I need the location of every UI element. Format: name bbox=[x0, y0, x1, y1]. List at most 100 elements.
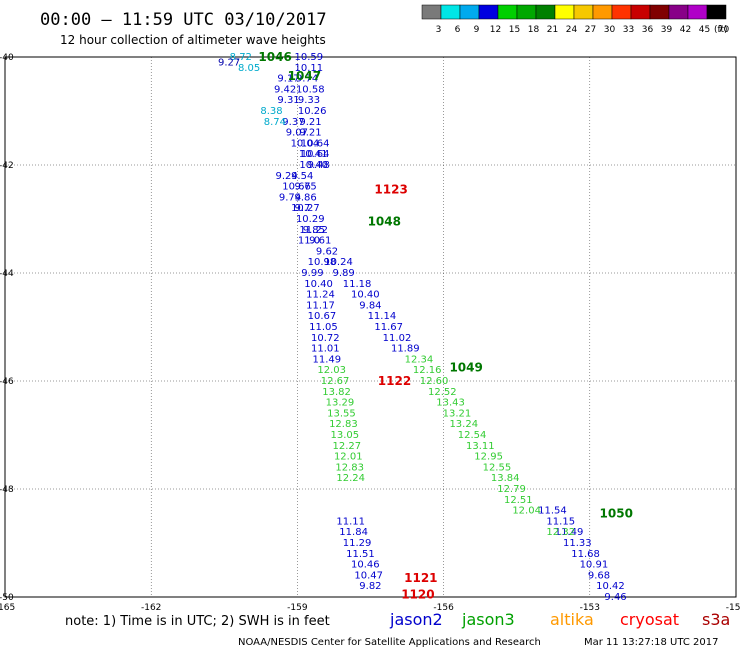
swh-point: 12.83 bbox=[335, 462, 364, 473]
swh-point: 13.24 bbox=[449, 419, 478, 430]
swh-point: 9.99 bbox=[301, 268, 323, 279]
note-text: note: 1) Time is in UTC; 2) SWH is in fe… bbox=[65, 614, 330, 629]
swh-point: 9.89 bbox=[332, 268, 354, 279]
swh-point: 10.42 bbox=[596, 581, 625, 592]
plot-area bbox=[4, 56, 737, 598]
swh-point: 10.58 bbox=[296, 84, 325, 95]
swh-point: 11.11 bbox=[336, 516, 365, 527]
swh-point: 12.24 bbox=[336, 473, 365, 484]
swh-point: 13.82 bbox=[322, 387, 351, 398]
swh-point: 10.24 bbox=[324, 257, 353, 268]
swh-point: 10.47 bbox=[354, 570, 383, 581]
y-tick-label: -42 bbox=[0, 161, 14, 171]
swh-point: 9.42 bbox=[274, 84, 296, 95]
swh-point: 9.46 bbox=[604, 592, 626, 603]
scale-label: 24 bbox=[566, 25, 578, 35]
swh-point: 11.05 bbox=[309, 322, 338, 333]
time-label: 1046 bbox=[258, 50, 291, 64]
x-tick-label: -150 bbox=[726, 603, 740, 613]
swh-point: 12.54 bbox=[458, 430, 487, 441]
scale-label: 70 bbox=[718, 25, 730, 35]
swh-point: 11.33 bbox=[563, 538, 592, 549]
time-label: 1049 bbox=[449, 361, 482, 375]
swh-point: 10.67 bbox=[308, 311, 337, 322]
swh-point: 11.51 bbox=[346, 549, 375, 560]
swh-point: 9.07 bbox=[286, 128, 308, 139]
scale-swatch bbox=[459, 4, 480, 20]
swh-point: 10.40 bbox=[299, 160, 328, 171]
y-tick-label: -48 bbox=[0, 485, 14, 495]
swh-point: 9.54 bbox=[291, 171, 313, 182]
swh-point: 11.17 bbox=[306, 300, 335, 311]
swh-point: 9.21 bbox=[299, 128, 321, 139]
x-tick-label: -156 bbox=[433, 603, 454, 613]
swh-point: 11.67 bbox=[374, 322, 403, 333]
swh-point: 10.26 bbox=[298, 106, 327, 117]
swh-point: 11.54 bbox=[538, 506, 567, 517]
swh-point: 9.85 bbox=[303, 225, 325, 236]
scale-unit: (ft) bbox=[714, 25, 728, 35]
swh-point: 10.64 bbox=[301, 149, 330, 160]
scale-swatch bbox=[421, 4, 442, 20]
scale-swatch bbox=[573, 4, 594, 20]
swh-point: 13.55 bbox=[327, 408, 356, 419]
swh-point: 8.05 bbox=[238, 63, 260, 74]
scale-swatch bbox=[497, 4, 518, 20]
swh-point: 12.79 bbox=[497, 484, 526, 495]
legend-cryosat: cryosat bbox=[620, 610, 679, 629]
scale-swatch bbox=[687, 4, 708, 20]
swh-point: 9.21 bbox=[299, 117, 321, 128]
swh-point: 12.55 bbox=[483, 462, 512, 473]
swh-point: 9.75 bbox=[294, 182, 316, 193]
axis-ticks: -165 -162 -159 -156 -153 -150 -40 -42 -44 -46 -48 -… bbox=[0, 53, 740, 613]
scale-swatch bbox=[649, 4, 670, 20]
swh-point: 9.82 bbox=[359, 581, 381, 592]
swh-point: 9.37 bbox=[282, 117, 304, 128]
scale-swatch bbox=[611, 4, 632, 20]
swh-point: 13.21 bbox=[443, 408, 472, 419]
swh-point: 13.84 bbox=[491, 473, 520, 484]
swh-point: 11.01 bbox=[311, 344, 340, 355]
scale-label: 45 bbox=[699, 25, 710, 35]
swh-point: 11.68 bbox=[571, 549, 600, 560]
legend-s3a: s3a bbox=[702, 610, 730, 629]
swh-point: 12.34 bbox=[405, 354, 434, 365]
swh-point: 8.72 bbox=[230, 52, 252, 63]
swh-point: 10.46 bbox=[351, 560, 380, 571]
swh-point: 12.95 bbox=[474, 452, 503, 463]
chart-subtitle: 12 hour collection of altimeter wave hei… bbox=[60, 33, 326, 47]
swh-point: 9.48 bbox=[308, 160, 330, 171]
swh-point: 9.24 bbox=[275, 171, 297, 182]
swh-point: 11.0 bbox=[298, 236, 320, 247]
scale-label: 15 bbox=[509, 25, 520, 35]
swh-point: 12.03 bbox=[317, 365, 346, 376]
swh-point: 11.02 bbox=[383, 333, 412, 344]
wave-height-points: 10.5910.119.7410.589.3310.269.219.2110.6… bbox=[218, 52, 627, 603]
swh-point: 13.05 bbox=[331, 430, 360, 441]
swh-point: 12.27 bbox=[332, 441, 361, 452]
swh-point: 9.84 bbox=[359, 300, 381, 311]
swh-point: 12.16 bbox=[413, 365, 442, 376]
time-label: 1048 bbox=[368, 215, 401, 229]
scale-label: 6 bbox=[455, 25, 461, 35]
swh-point: 9.17 bbox=[277, 74, 299, 85]
swh-point: 11.24 bbox=[306, 290, 335, 301]
swh-point: 11.49 bbox=[555, 527, 584, 538]
time-label: 1047 bbox=[288, 69, 321, 83]
x-tick-label: -162 bbox=[141, 603, 161, 613]
swh-point: 12.04 bbox=[512, 506, 541, 517]
time-label: 1123 bbox=[374, 182, 407, 196]
swh-point: 10.64 bbox=[301, 138, 330, 149]
scale-label: 33 bbox=[623, 25, 634, 35]
swh-point: 9.74 bbox=[279, 192, 301, 203]
swh-point: 12.52 bbox=[428, 387, 457, 398]
swh-point: 11.14 bbox=[368, 311, 397, 322]
swh-point: 8.74 bbox=[264, 117, 286, 128]
scale-label: 39 bbox=[661, 25, 673, 35]
swh-point: 9.33 bbox=[298, 95, 320, 106]
swh-point: 13.29 bbox=[326, 398, 355, 409]
swh-point: 12.83 bbox=[329, 419, 358, 430]
legend-jason2: jason2 bbox=[389, 610, 443, 629]
footer-timestamp: Mar 11 13:27:18 UTC 2017 bbox=[584, 637, 719, 648]
